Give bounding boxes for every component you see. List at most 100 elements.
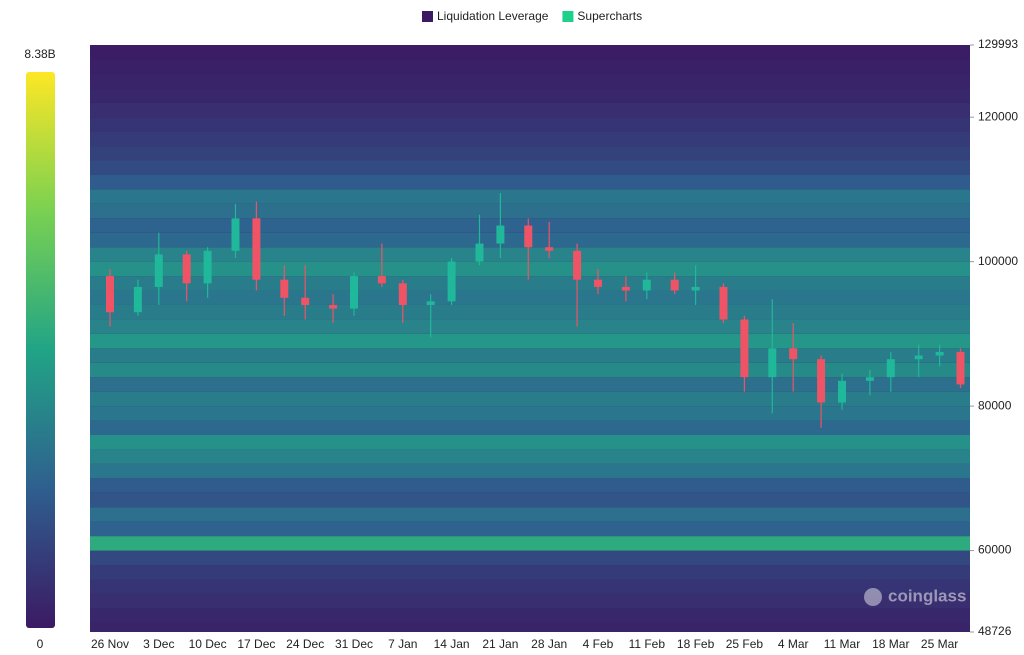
heat-band bbox=[90, 434, 970, 450]
candle-body bbox=[691, 286, 700, 291]
candle-body bbox=[301, 297, 310, 305]
x-tick-label: 14 Jan bbox=[434, 637, 470, 651]
candle-body bbox=[280, 279, 289, 298]
candle-body bbox=[642, 279, 651, 291]
x-tick-label: 11 Feb bbox=[629, 637, 666, 651]
x-tick-label: 25 Mar bbox=[921, 637, 958, 651]
candle-body bbox=[252, 218, 261, 280]
candle-body bbox=[231, 218, 240, 251]
heat-band bbox=[90, 377, 970, 392]
x-tick-label: 31 Dec bbox=[335, 637, 373, 651]
candle-body bbox=[154, 254, 163, 287]
heat-band bbox=[90, 88, 970, 103]
candle-body bbox=[719, 286, 728, 320]
heat-band bbox=[90, 290, 970, 305]
colorbar bbox=[26, 72, 55, 628]
candle-body bbox=[524, 225, 533, 248]
candle-body bbox=[545, 247, 554, 251]
y-tick-label: 60000 bbox=[978, 543, 1012, 557]
heat-band bbox=[90, 146, 970, 161]
x-tick-label: 11 Mar bbox=[824, 637, 860, 651]
heat-band bbox=[90, 565, 970, 580]
candle-body bbox=[670, 279, 679, 291]
heat-band bbox=[90, 59, 970, 74]
heat-band bbox=[90, 449, 970, 464]
heat-band bbox=[90, 622, 970, 632]
heat-band bbox=[90, 507, 970, 522]
candle-body bbox=[935, 351, 944, 356]
candle-body bbox=[329, 304, 338, 309]
heat-band bbox=[90, 45, 970, 60]
heat-band bbox=[90, 550, 970, 566]
legend-swatch bbox=[562, 11, 574, 22]
y-tick-label: 48726 bbox=[978, 624, 1012, 638]
legend-label: Supercharts bbox=[577, 9, 642, 23]
heat-band bbox=[90, 261, 970, 277]
heat-band bbox=[90, 160, 970, 175]
candle-body bbox=[817, 359, 826, 403]
heat-band bbox=[90, 304, 970, 320]
heat-band bbox=[90, 333, 970, 349]
candle-body bbox=[956, 351, 965, 385]
y-tick-label: 80000 bbox=[978, 398, 1012, 412]
candle-body bbox=[838, 380, 846, 403]
colorbar-label: 0 bbox=[37, 637, 44, 651]
heat-band bbox=[90, 492, 970, 508]
x-tick-label: 7 Jan bbox=[388, 637, 417, 651]
watermark-logo bbox=[864, 588, 882, 606]
candle-body bbox=[182, 254, 191, 284]
x-tick-label: 25 Feb bbox=[726, 637, 764, 651]
legend-label: Liquidation Leverage bbox=[437, 9, 549, 23]
heat-band bbox=[90, 247, 970, 262]
y-tick-label: 129993 bbox=[978, 37, 1018, 51]
x-tick-label: 4 Feb bbox=[583, 637, 614, 651]
y-tick-label: 120000 bbox=[978, 109, 1018, 123]
candle-body bbox=[865, 377, 874, 381]
y-tick-label: 100000 bbox=[978, 254, 1018, 268]
heat-band bbox=[90, 463, 970, 479]
candle-body bbox=[914, 355, 923, 360]
heat-band bbox=[90, 102, 970, 118]
candle-body bbox=[768, 348, 777, 378]
heat-band bbox=[90, 117, 970, 132]
heat-band bbox=[90, 406, 970, 421]
x-tick-label: 26 Nov bbox=[91, 637, 129, 651]
candle-body bbox=[133, 286, 142, 313]
candle-body bbox=[573, 250, 582, 280]
heat-band bbox=[90, 579, 970, 594]
candle-body bbox=[447, 261, 456, 302]
heat-band bbox=[90, 420, 970, 435]
candle-body bbox=[203, 250, 212, 284]
heat-band bbox=[90, 391, 970, 407]
heat-band bbox=[90, 319, 970, 334]
candle-body bbox=[350, 276, 358, 309]
heat-band bbox=[90, 174, 970, 190]
x-tick-label: 3 Dec bbox=[143, 637, 174, 651]
heat-band bbox=[90, 73, 970, 89]
x-tick-label: 17 Dec bbox=[237, 637, 275, 651]
candle-body bbox=[740, 319, 749, 378]
x-tick-label: 18 Feb bbox=[677, 637, 715, 651]
candle-body bbox=[789, 348, 798, 360]
heat-band bbox=[90, 521, 970, 537]
colorbar-label: 8.38B bbox=[24, 47, 55, 61]
heat-band bbox=[90, 348, 970, 363]
heat-band bbox=[90, 203, 970, 219]
x-tick-label: 10 Dec bbox=[189, 637, 227, 651]
candle-body bbox=[398, 283, 407, 305]
candle-body bbox=[594, 279, 602, 287]
heat-band bbox=[90, 608, 970, 623]
legend-swatch bbox=[422, 11, 433, 22]
heat-band bbox=[90, 593, 970, 609]
candle-body bbox=[475, 243, 484, 262]
heat-band bbox=[90, 276, 970, 291]
heat-band bbox=[90, 478, 970, 493]
x-tick-label: 4 Mar bbox=[778, 637, 809, 651]
watermark: coinglass bbox=[888, 586, 966, 605]
candle-body bbox=[426, 301, 435, 305]
x-tick-label: 28 Jan bbox=[531, 637, 567, 651]
heat-band bbox=[90, 536, 970, 551]
candle-body bbox=[496, 225, 505, 244]
